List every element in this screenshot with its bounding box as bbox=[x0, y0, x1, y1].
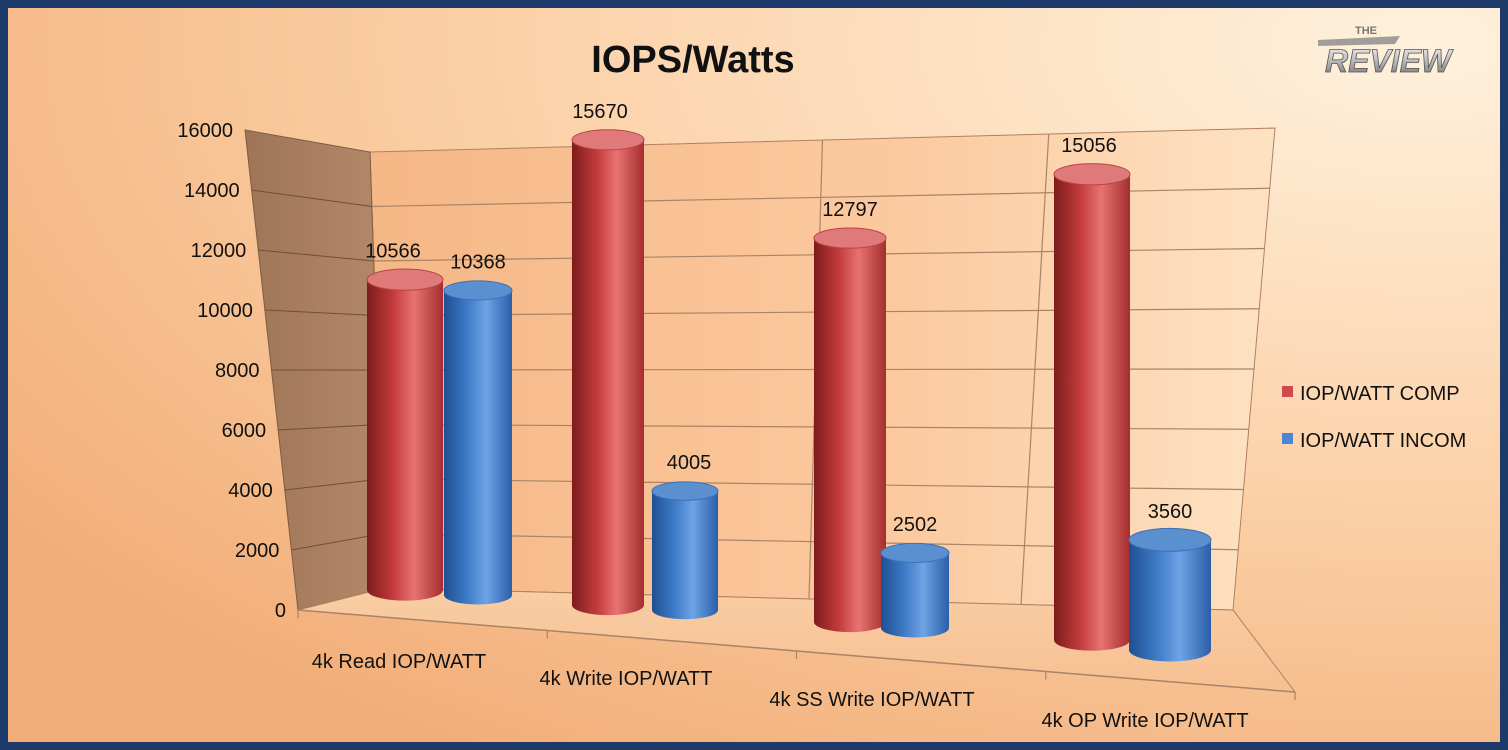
bar-body bbox=[1129, 539, 1211, 662]
bar-comp-2 bbox=[571, 129, 645, 616]
bar-incom-1 bbox=[443, 280, 513, 605]
legend-label-comp: IOP/WATT COMP bbox=[1300, 383, 1460, 405]
side-gridline bbox=[251, 189, 372, 207]
bar-top bbox=[1053, 163, 1131, 186]
y-tick-label: 0 bbox=[275, 600, 286, 622]
side-gridline bbox=[258, 249, 374, 262]
x-tick-label: 4k SS Write IOP/WATT bbox=[769, 689, 974, 711]
y-tick-label: 6000 bbox=[222, 420, 267, 442]
y-tick-label: 14000 bbox=[184, 180, 240, 202]
side-gridline bbox=[278, 424, 380, 431]
bar-body bbox=[444, 290, 512, 605]
y-tick-label: 4000 bbox=[228, 480, 273, 502]
data-labels: 10566 10368 15670 4005 12797 2502 15056 3560 bbox=[365, 101, 1192, 536]
side-gridline bbox=[284, 478, 382, 491]
data-label-incom: 10368 bbox=[450, 251, 506, 273]
bar-top bbox=[813, 227, 887, 249]
logo-top-text: THE bbox=[1355, 25, 1377, 37]
y-tick-label: 16000 bbox=[177, 120, 233, 142]
bar-top bbox=[651, 481, 719, 501]
x-tick-label: 4k OP Write IOP/WATT bbox=[1041, 710, 1248, 732]
legend: IOP/WATT COMP IOP/WATT INCOM bbox=[1282, 383, 1466, 452]
data-label-incom: 4005 bbox=[667, 452, 712, 474]
data-label-comp: 15056 bbox=[1061, 135, 1117, 157]
data-label-incom: 2502 bbox=[893, 514, 938, 536]
x-tick-label: 4k Read IOP/WATT bbox=[312, 651, 486, 673]
y-tick-label: 10000 bbox=[197, 300, 253, 322]
logo-swoosh-icon bbox=[1318, 36, 1400, 46]
bars bbox=[366, 129, 1212, 662]
chart-title: IOPS/Watts bbox=[591, 39, 794, 81]
bar-top bbox=[571, 129, 645, 151]
bar-body bbox=[1054, 174, 1130, 651]
bar-comp-3 bbox=[813, 227, 887, 633]
legend-swatch-comp bbox=[1282, 386, 1293, 397]
legend-label-incom: IOP/WATT INCOM bbox=[1300, 430, 1466, 452]
logo-main-text: REVIEW bbox=[1325, 43, 1454, 79]
y-axis: 0 2000 4000 6000 8000 10000 12000 14000 16000 bbox=[177, 120, 286, 622]
bar-top bbox=[366, 268, 444, 291]
y-tick-label: 12000 bbox=[191, 240, 247, 262]
legend-swatch-incom bbox=[1282, 433, 1293, 444]
bar-comp-1 bbox=[366, 268, 444, 601]
data-label-comp: 10566 bbox=[365, 241, 421, 263]
side-gridline bbox=[264, 309, 376, 316]
data-label-comp: 12797 bbox=[822, 199, 878, 221]
site-logo: THE REVIEW bbox=[1318, 25, 1454, 79]
bar-incom-2 bbox=[651, 481, 719, 620]
bar-incom-4 bbox=[1128, 527, 1212, 662]
bar-body bbox=[367, 279, 443, 601]
bar-top bbox=[1128, 527, 1212, 552]
x-axis: 4k Read IOP/WATT 4k Write IOP/WATT 4k SS W… bbox=[312, 651, 1249, 732]
y-tick-label: 8000 bbox=[215, 360, 260, 382]
bar-body bbox=[814, 238, 886, 633]
bar-body bbox=[572, 139, 644, 616]
bar-incom-3 bbox=[880, 542, 950, 638]
bar-top bbox=[880, 542, 950, 563]
bar-body bbox=[652, 491, 718, 620]
data-label-comp: 15670 bbox=[572, 101, 628, 123]
y-tick-label: 2000 bbox=[235, 540, 280, 562]
bar-comp-4 bbox=[1053, 163, 1131, 651]
bar-top bbox=[443, 280, 513, 301]
x-tick-label: 4k Write IOP/WATT bbox=[540, 668, 713, 690]
gridline-vertical bbox=[1020, 133, 1050, 605]
data-label-incom: 3560 bbox=[1148, 501, 1193, 523]
bar-body bbox=[881, 552, 949, 638]
